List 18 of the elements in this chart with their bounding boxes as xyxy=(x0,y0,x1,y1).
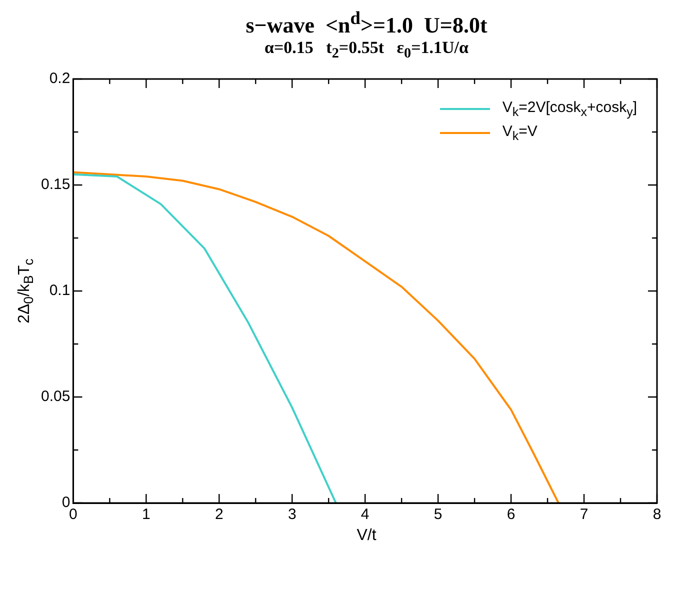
x-tick-label: 1 xyxy=(142,506,150,523)
y-tick-label: 0 xyxy=(62,494,70,511)
x-tick-label: 4 xyxy=(360,506,370,523)
y-tick-label: 0.1 xyxy=(49,282,70,299)
x-tick-label: 3 xyxy=(288,506,296,523)
x-tick-label: 2 xyxy=(214,506,224,523)
y-tick-label: 0.15 xyxy=(40,176,70,193)
x-tick-label: 6 xyxy=(506,506,516,523)
legend-label: V$_{k}$=2V[cosk$_{x}$+cosk$_{y}$] xyxy=(502,98,637,119)
legend-label: V$_{k}$=V xyxy=(502,122,538,143)
chart-title: s−wave <n$^{d}$>=1.0 U=8.0t xyxy=(244,8,488,38)
y-tick-label: 0.05 xyxy=(40,388,70,405)
x-tick-label: 7 xyxy=(580,506,588,523)
x-tick-label: 8 xyxy=(652,506,662,523)
y-tick-label: 0.2 xyxy=(49,70,70,87)
x-axis-title: V/t xyxy=(356,526,378,545)
x-tick-label: 5 xyxy=(434,506,442,523)
chart-subtitle: α=0.15 t$_{2}$=0.55t ε$_{0}$=1.1U/α xyxy=(263,38,470,63)
